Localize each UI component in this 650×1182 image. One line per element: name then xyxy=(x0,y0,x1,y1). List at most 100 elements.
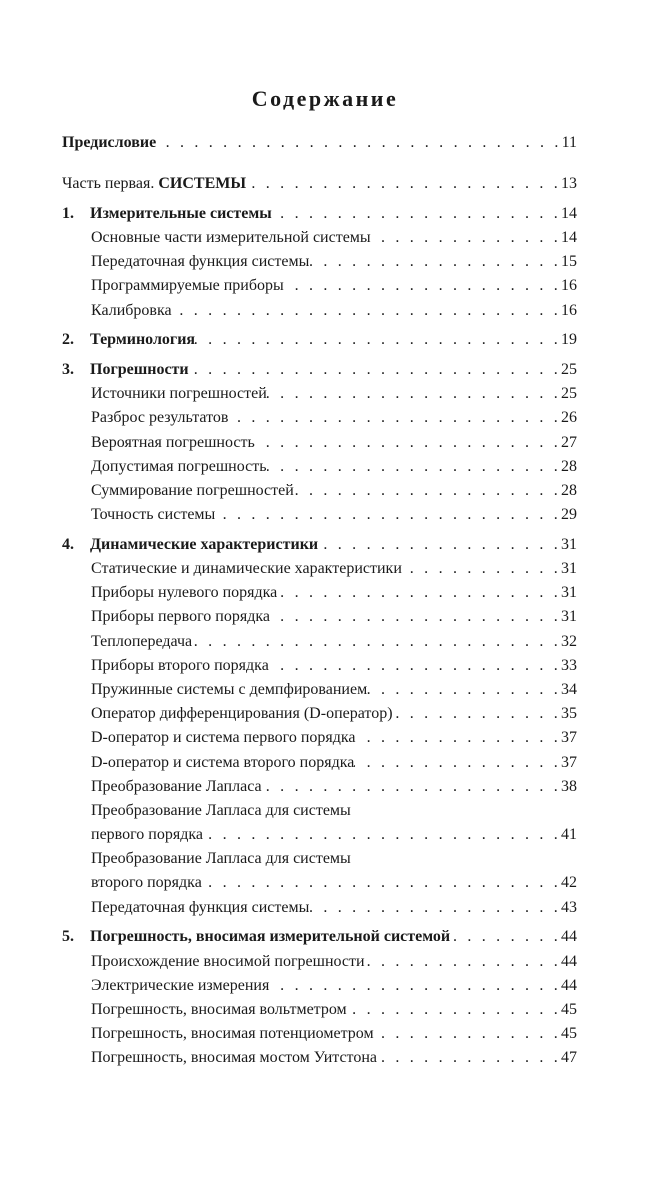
subentry-title: Допустимая погрешность xyxy=(91,457,267,475)
toc-subentry[interactable]: Программируемые приборы. . . . . . . . .… xyxy=(62,274,577,298)
toc-entry-top[interactable]: Предисловие. . . . . . . . . . . . . . .… xyxy=(62,131,577,155)
toc-subentry[interactable]: D-оператор и система второго порядка. . … xyxy=(62,751,577,775)
dot-leader: . . . . . . . . . . . . . . . . . . . . … xyxy=(246,175,561,193)
page-number: 37 xyxy=(561,729,577,747)
entry-title-bold: Терминология xyxy=(90,331,196,349)
toc-entry-part[interactable]: Часть первая. СИСТЕМЫ. . . . . . . . . .… xyxy=(62,172,577,196)
page-number: 25 xyxy=(561,385,577,403)
entry-title-bold: Предисловие xyxy=(62,134,157,151)
entry-title-bold: Погрешности xyxy=(90,361,189,378)
chapter-number: 3. xyxy=(62,361,74,378)
toc-subentry[interactable]: Точность системы. . . . . . . . . . . . … xyxy=(62,503,577,527)
toc-subentry[interactable]: D-оператор и система первого порядка. . … xyxy=(62,726,577,750)
toc-subentry[interactable]: Пружинные системы с демпфированием. . . … xyxy=(62,678,577,702)
toc-subentry[interactable]: Погрешность, вносимая вольтметром. . . .… xyxy=(62,998,577,1022)
toc-entry-chapter[interactable]: 5. Погрешность, вносимая измерительной си… xyxy=(62,925,577,949)
dot-leader: . . . . . . . . . . . . . . . . . . . . … xyxy=(215,506,561,524)
entry-title: Измерительные системы xyxy=(90,202,272,226)
toc-subentry[interactable]: Допустимая погрешность. . . . . . . . . … xyxy=(62,455,577,479)
page-number: 45 xyxy=(561,1000,577,1018)
toc-subentry[interactable]: Погрешность, вносимая мостом Уитстона. .… xyxy=(62,1046,577,1070)
chapter-number: 2. xyxy=(62,331,74,349)
toc-entry-chapter[interactable]: 4. Динамические характеристики. . . . . .… xyxy=(62,533,577,557)
dot-leader: . . . . . . . . . . . . . . . . . . . . … xyxy=(309,253,561,271)
dot-leader: . . . . . . . . . . . . . . . . . . . . … xyxy=(374,1025,561,1043)
entry-title-bold: Измерительные системы xyxy=(90,204,272,222)
subentry-title: Передаточная функция системы xyxy=(91,898,310,916)
entry-prefix: Часть первая. xyxy=(62,175,159,193)
page-number: 41 xyxy=(561,826,577,844)
toc-subentry[interactable]: Источники погрешностей. . . . . . . . . … xyxy=(62,382,577,406)
toc-subentry[interactable]: Преобразование Лапласа. . . . . . . . . … xyxy=(62,775,577,799)
page-number: 16 xyxy=(561,301,577,319)
dot-leader: . . . . . . . . . . . . . . . . . . . . … xyxy=(270,608,561,626)
dot-leader: . . . . . . . . . . . . . . . . . . . . … xyxy=(347,1000,561,1018)
dot-leader: . . . . . . . . . . . . . . . . . . . . … xyxy=(365,952,561,970)
toc-subentry[interactable]: Приборы нулевого порядка. . . . . . . . … xyxy=(62,581,577,605)
subentry-title: Преобразование Лапласа xyxy=(91,777,262,795)
page-number: 26 xyxy=(561,409,577,427)
toc-subentry[interactable]: Статические и динамические характеристик… xyxy=(62,557,577,581)
dot-leader: . . . . . . . . . . . . . . . . . . . . … xyxy=(393,705,561,723)
toc-subentry[interactable]: Преобразование Лапласа для системы xyxy=(62,799,577,823)
spacer xyxy=(62,155,577,172)
page-number: 25 xyxy=(561,361,577,378)
page-number: 47 xyxy=(561,1049,577,1067)
subentry-title: Преобразование Лапласа для системы xyxy=(91,801,351,819)
subentry-title: Погрешность, вносимая мостом Уитстона xyxy=(91,1049,377,1067)
page-number: 33 xyxy=(561,656,577,674)
chapter-number: 5. xyxy=(62,928,74,946)
entry-title: Динамические характеристики xyxy=(90,533,318,557)
page-number: 31 xyxy=(561,535,577,553)
subentry-title: Электрические измерения xyxy=(91,976,270,994)
dot-leader: . . . . . . . . . . . . . . . . . . . . … xyxy=(309,898,561,916)
toc-subentry[interactable]: Электрические измерения. . . . . . . . .… xyxy=(62,974,577,998)
toc-entry-chapter[interactable]: 1. Измерительные системы. . . . . . . . .… xyxy=(62,202,577,226)
subentry-title: Суммирование погрешностей xyxy=(91,481,294,499)
toc-subentry[interactable]: Вероятная погрешность. . . . . . . . . .… xyxy=(62,431,577,455)
toc-subentry[interactable]: Происхождение вносимой погрешности. . . … xyxy=(62,950,577,974)
page-number: 31 xyxy=(561,608,577,626)
dot-leader: . . . . . . . . . . . . . . . . . . . . … xyxy=(318,535,561,553)
toc-subentry[interactable]: Калибровка. . . . . . . . . . . . . . . … xyxy=(62,299,577,323)
page-number: 11 xyxy=(561,134,577,151)
dot-leader: . . . . . . . . . . . . . . . . . . . . … xyxy=(267,457,561,475)
dot-leader: . . . . . . . . . . . . . . . . . . . . … xyxy=(367,680,561,698)
chapter-number: 4. xyxy=(62,535,74,553)
page-number: 29 xyxy=(561,506,577,524)
page-number: 28 xyxy=(561,457,577,475)
page-number: 34 xyxy=(561,680,577,698)
toc-subentry[interactable]: Оператор дифференцирования (D-оператор).… xyxy=(62,702,577,726)
entry-title-bold: Погрешность, вносимая измерительной сист… xyxy=(90,928,451,946)
toc-subentry[interactable]: второго порядка. . . . . . . . . . . . .… xyxy=(62,871,577,895)
dot-leader: . . . . . . . . . . . . . . . . . . . . … xyxy=(262,777,561,795)
toc-subentry[interactable]: Приборы первого порядка. . . . . . . . .… xyxy=(62,605,577,629)
dot-leader: . . . . . . . . . . . . . . . . . . . . … xyxy=(192,632,561,650)
subentry-title: Приборы нулевого порядка xyxy=(91,584,278,602)
subentry-title: второго порядка xyxy=(91,874,202,892)
page-number: 38 xyxy=(561,777,577,795)
subentry-title: Статические и динамические характеристик… xyxy=(91,560,402,577)
toc-subentry[interactable]: Передаточная функция системы. . . . . . … xyxy=(62,896,577,920)
toc-subentry[interactable]: Теплопередача. . . . . . . . . . . . . .… xyxy=(62,630,577,654)
toc-subentry[interactable]: Разброс результатов. . . . . . . . . . .… xyxy=(62,406,577,430)
toc-subentry[interactable]: Приборы второго порядка. . . . . . . . .… xyxy=(62,654,577,678)
page-number: 37 xyxy=(561,753,577,771)
subentry-title: Оператор дифференцирования (D-оператор) xyxy=(91,705,393,723)
toc-subentry[interactable]: Передаточная функция системы. . . . . . … xyxy=(62,250,577,274)
toc-subentry[interactable]: Суммирование погрешностей. . . . . . . .… xyxy=(62,479,577,503)
toc-subentry[interactable]: первого порядка. . . . . . . . . . . . .… xyxy=(62,823,577,847)
entry-title: Терминология xyxy=(90,328,195,352)
subentry-title: Разброс результатов xyxy=(91,409,229,427)
toc-entry-chapter[interactable]: 3. Погрешности. . . . . . . . . . . . . .… xyxy=(62,358,577,382)
subentry-title: Основные части измерительной системы xyxy=(91,229,371,247)
toc-subentry[interactable]: Основные части измерительной системы. . … xyxy=(62,226,577,250)
toc-subentry[interactable]: Погрешность, вносимая потенциометром. . … xyxy=(62,1022,577,1046)
page-number: 16 xyxy=(561,277,577,295)
page-number: 44 xyxy=(561,928,577,946)
toc-entry-chapter[interactable]: 2. Терминология. . . . . . . . . . . . . … xyxy=(62,328,577,352)
toc-subentry[interactable]: Преобразование Лапласа для системы xyxy=(62,847,577,871)
table-of-contents: Предисловие . . . . . . . . . . . . . . .… xyxy=(62,131,577,1070)
page-number: 19 xyxy=(561,331,577,349)
subentry-title: Преобразование Лапласа для системы xyxy=(91,850,351,868)
